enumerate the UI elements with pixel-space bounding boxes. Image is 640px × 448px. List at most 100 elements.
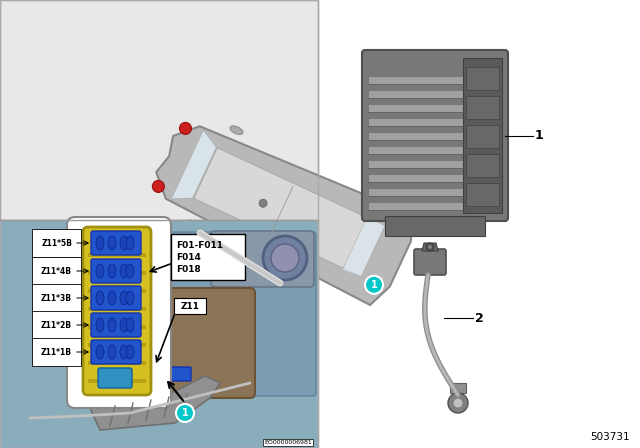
Ellipse shape bbox=[96, 318, 104, 332]
Polygon shape bbox=[194, 148, 385, 276]
Bar bbox=[466, 154, 499, 177]
Text: F018: F018 bbox=[176, 264, 201, 273]
Text: Z11*3B: Z11*3B bbox=[41, 293, 72, 302]
Bar bbox=[368, 146, 463, 154]
Circle shape bbox=[426, 243, 434, 251]
Circle shape bbox=[263, 236, 307, 280]
Ellipse shape bbox=[108, 318, 116, 332]
Bar bbox=[466, 96, 499, 119]
Circle shape bbox=[453, 398, 463, 408]
Bar bbox=[0, 0, 318, 220]
Ellipse shape bbox=[126, 236, 134, 250]
Ellipse shape bbox=[96, 345, 104, 359]
Circle shape bbox=[365, 276, 383, 294]
Ellipse shape bbox=[120, 345, 128, 359]
FancyBboxPatch shape bbox=[414, 249, 446, 275]
Circle shape bbox=[179, 122, 191, 134]
Ellipse shape bbox=[96, 291, 104, 305]
FancyBboxPatch shape bbox=[98, 368, 132, 388]
Text: Z11*2B: Z11*2B bbox=[41, 320, 72, 329]
Ellipse shape bbox=[120, 264, 128, 278]
FancyBboxPatch shape bbox=[91, 286, 141, 310]
FancyBboxPatch shape bbox=[91, 313, 141, 337]
FancyBboxPatch shape bbox=[142, 232, 316, 396]
Bar bbox=[466, 67, 499, 90]
Bar bbox=[88, 361, 146, 365]
FancyBboxPatch shape bbox=[91, 340, 141, 364]
Bar bbox=[88, 289, 146, 293]
FancyBboxPatch shape bbox=[362, 50, 508, 221]
Text: Z11: Z11 bbox=[180, 302, 200, 310]
Bar bbox=[368, 188, 463, 196]
Text: Z11*4B: Z11*4B bbox=[41, 267, 72, 276]
Ellipse shape bbox=[108, 264, 116, 278]
Ellipse shape bbox=[108, 345, 116, 359]
Text: F01-F011: F01-F011 bbox=[176, 241, 223, 250]
Text: EO0000006981: EO0000006981 bbox=[264, 440, 312, 445]
Ellipse shape bbox=[230, 126, 243, 134]
Bar bbox=[368, 160, 463, 168]
Circle shape bbox=[176, 404, 194, 422]
Bar bbox=[368, 132, 463, 140]
Circle shape bbox=[259, 199, 267, 207]
Bar bbox=[88, 253, 146, 257]
Circle shape bbox=[448, 393, 468, 413]
Bar bbox=[368, 202, 463, 210]
Ellipse shape bbox=[126, 291, 134, 305]
Ellipse shape bbox=[126, 345, 134, 359]
FancyBboxPatch shape bbox=[211, 231, 314, 287]
Bar bbox=[368, 76, 463, 84]
Bar bbox=[368, 104, 463, 112]
Bar bbox=[0, 0, 318, 448]
Circle shape bbox=[271, 244, 299, 272]
Bar bbox=[368, 90, 463, 98]
FancyBboxPatch shape bbox=[91, 231, 141, 255]
Polygon shape bbox=[342, 215, 385, 276]
Bar bbox=[466, 183, 499, 206]
Ellipse shape bbox=[96, 264, 104, 278]
FancyBboxPatch shape bbox=[67, 217, 171, 408]
Text: 503731: 503731 bbox=[590, 432, 630, 442]
Bar bbox=[368, 118, 463, 126]
FancyBboxPatch shape bbox=[174, 298, 206, 314]
Ellipse shape bbox=[126, 264, 134, 278]
Bar bbox=[88, 271, 146, 275]
FancyBboxPatch shape bbox=[91, 259, 141, 283]
Polygon shape bbox=[90, 376, 220, 430]
Bar bbox=[450, 383, 466, 393]
Ellipse shape bbox=[120, 236, 128, 250]
FancyBboxPatch shape bbox=[171, 234, 245, 280]
Ellipse shape bbox=[108, 291, 116, 305]
Text: 2: 2 bbox=[475, 311, 484, 324]
Text: Z11*1B: Z11*1B bbox=[41, 348, 72, 357]
Bar bbox=[466, 125, 499, 148]
Bar bbox=[463, 58, 502, 213]
Ellipse shape bbox=[108, 236, 116, 250]
Polygon shape bbox=[422, 243, 438, 251]
Bar bbox=[368, 174, 463, 182]
FancyBboxPatch shape bbox=[83, 227, 151, 395]
Text: 1: 1 bbox=[371, 280, 378, 290]
Bar bbox=[88, 343, 146, 347]
Text: 1: 1 bbox=[182, 408, 188, 418]
Circle shape bbox=[428, 245, 432, 249]
FancyBboxPatch shape bbox=[145, 288, 255, 398]
Text: F014: F014 bbox=[176, 253, 201, 262]
Bar bbox=[88, 307, 146, 311]
Ellipse shape bbox=[96, 236, 104, 250]
Ellipse shape bbox=[126, 318, 134, 332]
Ellipse shape bbox=[120, 291, 128, 305]
FancyBboxPatch shape bbox=[167, 367, 191, 381]
Bar bbox=[88, 325, 146, 329]
Polygon shape bbox=[172, 130, 216, 199]
Bar bbox=[88, 379, 146, 383]
Circle shape bbox=[152, 181, 164, 193]
FancyBboxPatch shape bbox=[147, 373, 169, 383]
Bar bbox=[385, 216, 485, 236]
Ellipse shape bbox=[186, 220, 199, 229]
Bar bbox=[0, 220, 318, 448]
Polygon shape bbox=[156, 126, 412, 305]
Ellipse shape bbox=[120, 318, 128, 332]
Text: Z11*5B: Z11*5B bbox=[41, 238, 72, 247]
Text: 1: 1 bbox=[535, 129, 544, 142]
